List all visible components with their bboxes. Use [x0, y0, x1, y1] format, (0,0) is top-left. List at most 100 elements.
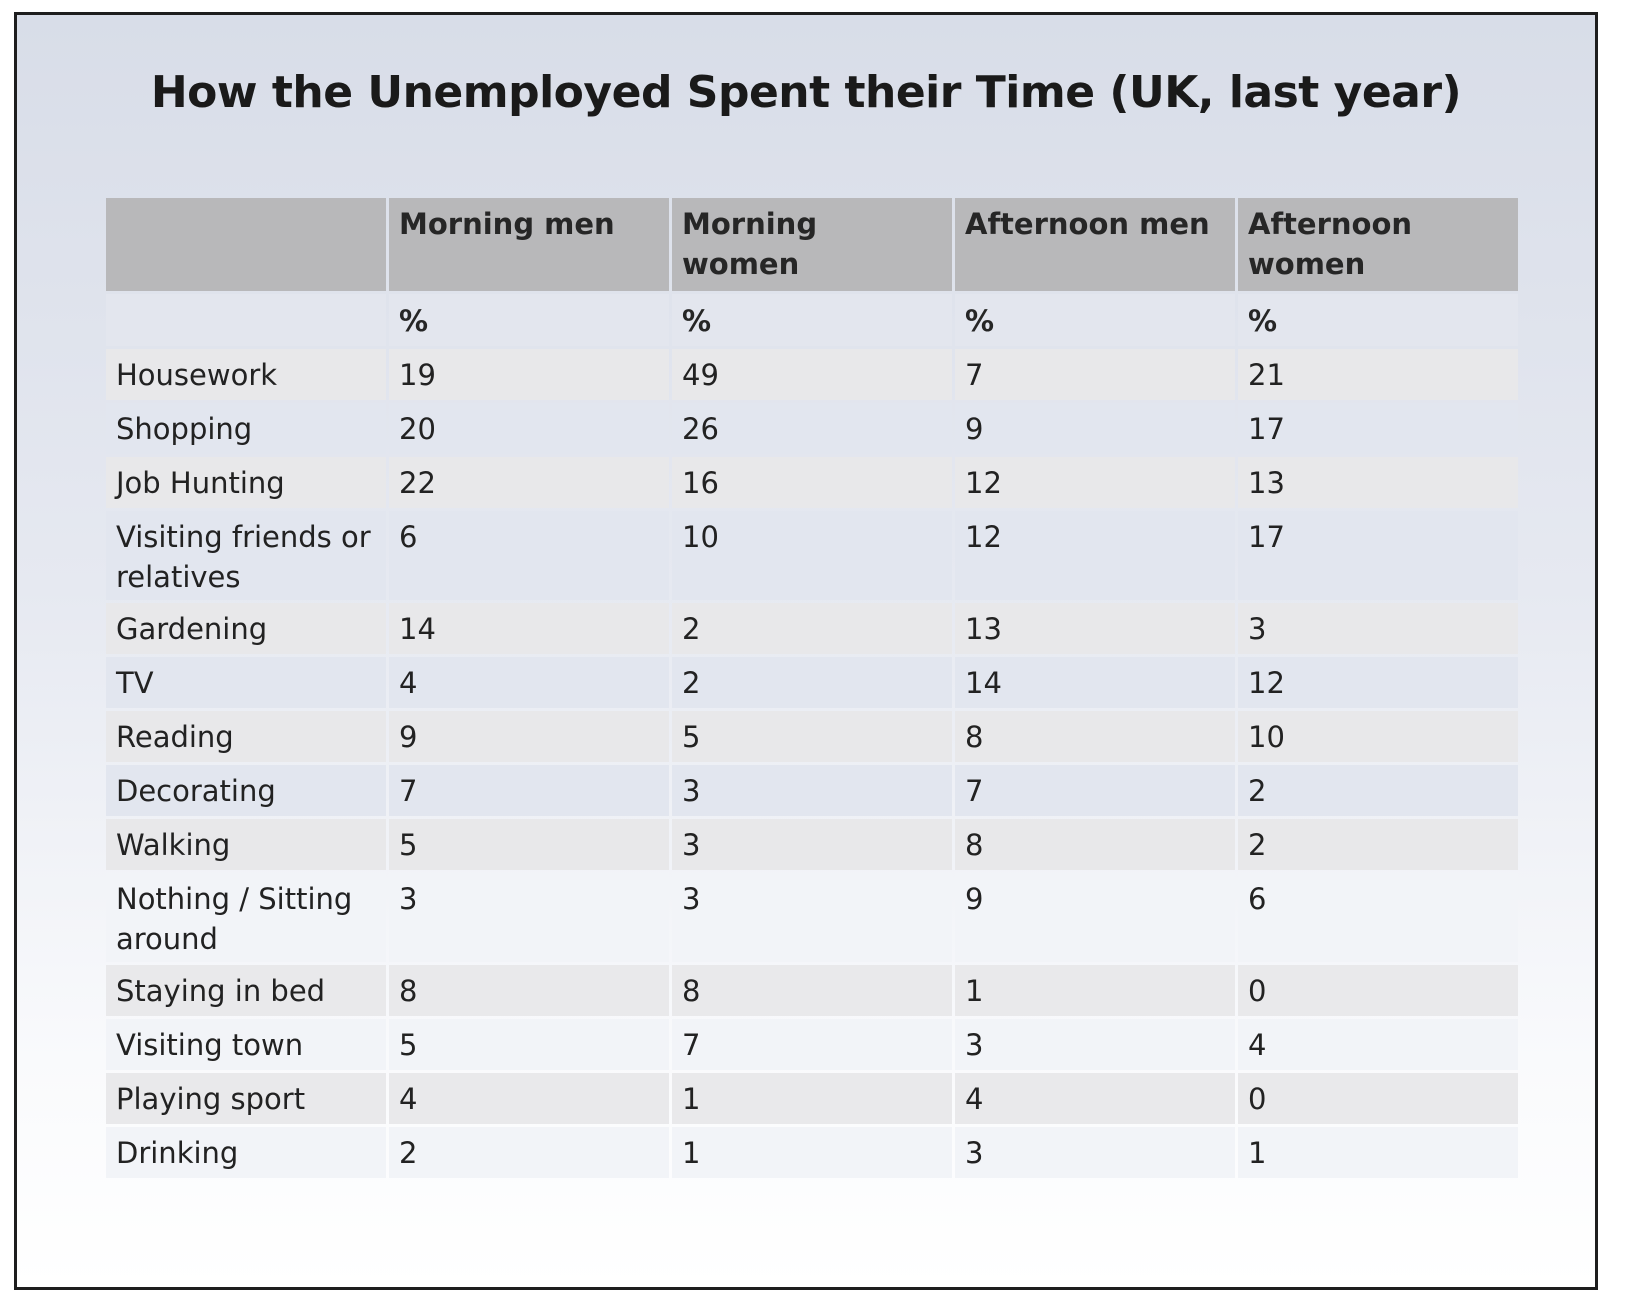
data-cell: 3 [1238, 603, 1518, 654]
data-cell: 3 [672, 873, 952, 962]
row-label: Visiting friends or relatives [106, 511, 386, 600]
row-label: Nothing / Sitting around [106, 873, 386, 962]
data-cell: 2 [672, 603, 952, 654]
table-row: Shopping 20 26 9 17 [106, 403, 1518, 454]
table-row: Playing sport 4 1 4 0 [106, 1073, 1518, 1124]
table-row: Decorating 7 3 7 2 [106, 765, 1518, 816]
row-label: Staying in bed [106, 965, 386, 1016]
table-row: Staying in bed 8 8 1 0 [106, 965, 1518, 1016]
data-cell: 6 [389, 511, 669, 600]
data-cell: 16 [672, 457, 952, 508]
data-cell: 7 [389, 765, 669, 816]
row-label: Reading [106, 711, 386, 762]
row-label: Visiting town [106, 1019, 386, 1070]
units-row: % % % % [106, 294, 1518, 346]
data-cell: 12 [955, 511, 1235, 600]
data-cell: 8 [955, 819, 1235, 870]
data-cell: 17 [1238, 403, 1518, 454]
data-cell: 8 [955, 711, 1235, 762]
row-label: Playing sport [106, 1073, 386, 1124]
data-cell: 7 [955, 349, 1235, 400]
table-body: Housework 19 49 7 21 Shopping 20 26 9 17 Job Hunti… [106, 349, 1518, 1178]
data-cell: 49 [672, 349, 952, 400]
data-cell: 5 [672, 711, 952, 762]
data-cell: 19 [389, 349, 669, 400]
data-cell: 8 [389, 965, 669, 1016]
data-cell: 3 [672, 819, 952, 870]
table-row: Visiting friends or relatives 6 10 12 17 [106, 511, 1518, 600]
data-cell: 10 [1238, 711, 1518, 762]
data-cell: 7 [672, 1019, 952, 1070]
table-row: Drinking 2 1 3 1 [106, 1127, 1518, 1178]
unit-label: % [672, 294, 952, 346]
table-row: Reading 9 5 8 10 [106, 711, 1518, 762]
data-cell: 1 [672, 1127, 952, 1178]
data-cell: 13 [1238, 457, 1518, 508]
chart-title: How the Unemployed Spent their Time (UK,… [150, 67, 1462, 118]
data-cell: 4 [955, 1073, 1235, 1124]
column-header: Morning women [672, 198, 952, 291]
data-cell: 3 [955, 1127, 1235, 1178]
data-cell: 9 [389, 711, 669, 762]
row-label: Shopping [106, 403, 386, 454]
data-cell: 2 [1238, 819, 1518, 870]
row-label: TV [106, 657, 386, 708]
data-cell: 8 [672, 965, 952, 1016]
data-cell: 17 [1238, 511, 1518, 600]
table-row: Visiting town 5 7 3 4 [106, 1019, 1518, 1070]
data-table: Morning men Morning women Afternoon men … [103, 195, 1521, 1181]
data-cell: 13 [955, 603, 1235, 654]
data-cell: 20 [389, 403, 669, 454]
data-cell: 10 [672, 511, 952, 600]
data-cell: 4 [1238, 1019, 1518, 1070]
data-cell: 26 [672, 403, 952, 454]
data-cell: 1 [672, 1073, 952, 1124]
data-cell: 9 [955, 403, 1235, 454]
data-cell: 22 [389, 457, 669, 508]
table-row: TV 4 2 14 12 [106, 657, 1518, 708]
table-row: Walking 5 3 8 2 [106, 819, 1518, 870]
data-cell: 1 [1238, 1127, 1518, 1178]
row-label: Job Hunting [106, 457, 386, 508]
table-row: Gardening 14 2 13 3 [106, 603, 1518, 654]
row-label: Walking [106, 819, 386, 870]
data-cell: 2 [1238, 765, 1518, 816]
data-cell: 3 [389, 873, 669, 962]
column-header: Afternoon women [1238, 198, 1518, 291]
table-row: Job Hunting 22 16 12 13 [106, 457, 1518, 508]
data-cell: 0 [1238, 1073, 1518, 1124]
unit-label: % [955, 294, 1235, 346]
data-cell: 14 [389, 603, 669, 654]
data-cell: 14 [955, 657, 1235, 708]
data-cell: 6 [1238, 873, 1518, 962]
row-label: Drinking [106, 1127, 386, 1178]
data-cell: 5 [389, 1019, 669, 1070]
data-cell: 0 [1238, 965, 1518, 1016]
data-cell: 4 [389, 657, 669, 708]
row-label: Decorating [106, 765, 386, 816]
data-cell: 1 [955, 965, 1235, 1016]
data-cell: 2 [672, 657, 952, 708]
data-cell: 5 [389, 819, 669, 870]
data-cell: 9 [955, 873, 1235, 962]
unit-label: % [1238, 294, 1518, 346]
table-row: Nothing / Sitting around 3 3 9 6 [106, 873, 1518, 962]
units-corner-cell [106, 294, 386, 346]
data-cell: 3 [672, 765, 952, 816]
chart-frame: How the Unemployed Spent their Time (UK,… [14, 12, 1598, 1290]
data-cell: 12 [955, 457, 1235, 508]
data-cell: 4 [389, 1073, 669, 1124]
header-row: Morning men Morning women Afternoon men … [106, 198, 1518, 291]
row-label: Gardening [106, 603, 386, 654]
data-cell: 3 [955, 1019, 1235, 1070]
table-row: Housework 19 49 7 21 [106, 349, 1518, 400]
data-cell: 2 [389, 1127, 669, 1178]
column-header: Afternoon men [955, 198, 1235, 291]
data-cell: 21 [1238, 349, 1518, 400]
unit-label: % [389, 294, 669, 346]
column-header: Morning men [389, 198, 669, 291]
data-cell: 7 [955, 765, 1235, 816]
data-cell: 12 [1238, 657, 1518, 708]
row-label: Housework [106, 349, 386, 400]
header-corner-cell [106, 198, 386, 291]
